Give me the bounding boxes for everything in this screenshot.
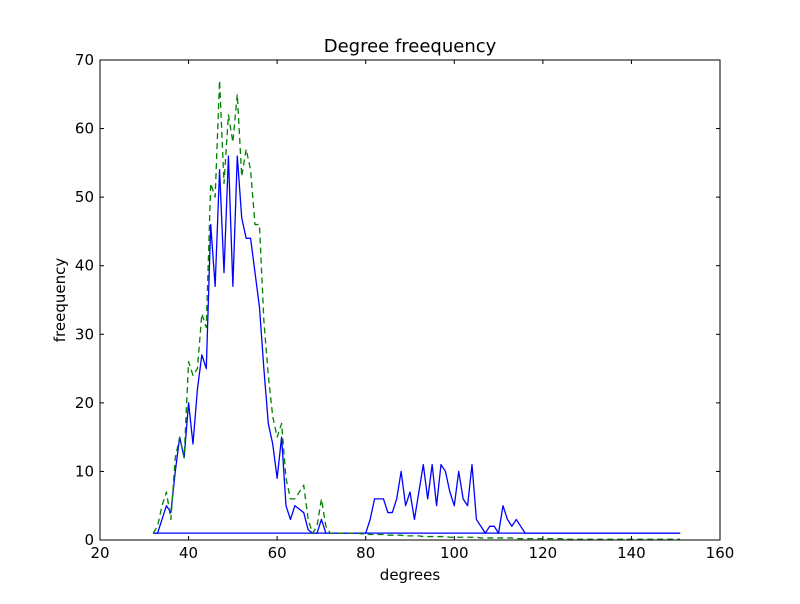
x-tick-label: 20 xyxy=(90,544,109,562)
x-tick-label: 60 xyxy=(268,544,287,562)
y-tick-label: 10 xyxy=(75,462,94,480)
plot-frame xyxy=(99,59,721,541)
y-tick-label: 70 xyxy=(75,51,94,69)
x-axis-label: degrees xyxy=(380,566,441,584)
series-line-3 xyxy=(152,79,681,540)
x-tick-label: 140 xyxy=(617,544,646,562)
y-tick-label: 20 xyxy=(75,394,94,412)
x-tick-label: 160 xyxy=(706,544,735,562)
y-tick-label: 60 xyxy=(75,120,94,138)
y-tick-label: 30 xyxy=(75,325,94,343)
x-tick-label: 80 xyxy=(356,544,375,562)
axis-ticks: 20 40 60 80 100 120 140 160 0 10 20 30 40 50 60 70 xyxy=(75,51,734,562)
y-tick-label: 0 xyxy=(84,531,94,549)
x-tick-label: 40 xyxy=(179,544,198,562)
x-tick-label: 120 xyxy=(529,544,558,562)
y-axis-label: freequency xyxy=(51,258,69,343)
chart-title: Degree freequency xyxy=(324,36,497,57)
plot-lines xyxy=(152,79,681,540)
x-tick-label: 100 xyxy=(440,544,469,562)
y-tick-label: 50 xyxy=(75,188,94,206)
y-tick-label: 40 xyxy=(75,257,94,275)
